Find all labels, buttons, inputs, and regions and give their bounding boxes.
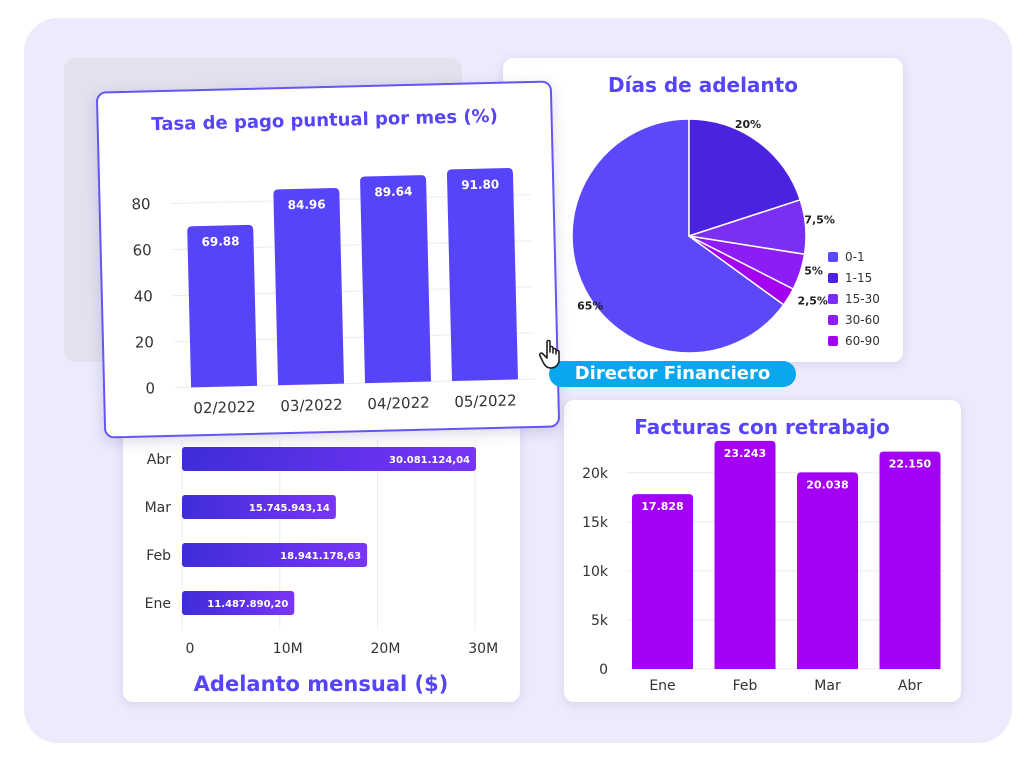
legend-label: 30-60 <box>845 313 880 327</box>
slice-value-label: 5% <box>804 264 823 277</box>
bar <box>187 224 258 388</box>
pie-slice <box>688 235 795 306</box>
y-tick-label: Mar <box>145 500 172 516</box>
bar <box>360 175 432 384</box>
slice-value-label: 2,5% <box>797 294 828 307</box>
bar-value-label: 89.64 <box>374 184 412 199</box>
bar-value-label: 17.828 <box>641 500 683 513</box>
tasa-card: Tasa de pago puntual por mes (%) 0 20 40 60 8… <box>95 80 561 439</box>
x-tick-label: 0 <box>186 641 195 657</box>
bar <box>446 168 518 382</box>
y-tick-label: 10k <box>582 564 609 580</box>
legend-label: 60-90 <box>845 334 880 348</box>
x-tick-label: Abr <box>898 678 922 694</box>
bar <box>632 494 693 669</box>
bar <box>182 543 368 567</box>
y-tick-label: 40 <box>134 287 154 305</box>
bar <box>182 495 336 519</box>
bar <box>182 591 295 615</box>
bar-value-label: 30.081.124,04 <box>389 455 470 466</box>
y-tick-label: 0 <box>145 379 155 397</box>
x-tick-label: 30M <box>468 641 498 657</box>
bar <box>879 451 941 669</box>
legend-label: 1-15 <box>845 271 872 285</box>
bar-value-label: 11.487.890,20 <box>207 599 288 610</box>
bar-value-label: 23.243 <box>724 447 766 460</box>
bar-value-label: 91.80 <box>461 177 499 192</box>
pie-slice <box>688 118 802 238</box>
pie-slice <box>571 118 785 354</box>
x-tick-label: Mar <box>814 678 841 694</box>
facturas-chart: Facturas con retrabajo 0 5k 10k 15k 20k 17.828… <box>582 415 944 694</box>
y-tick-label: 0 <box>599 662 608 678</box>
bar <box>797 472 858 669</box>
hand-pointer-icon <box>538 339 560 369</box>
bar-value-label: 69.88 <box>201 234 239 249</box>
x-tick-label: Ene <box>649 678 675 694</box>
x-tick-label: 20M <box>371 641 401 657</box>
dias-chart: Días de adelanto 65% 20% 7,5% 5% 2,5% 0-1 1-15 1… <box>571 73 880 354</box>
legend-swatch <box>828 294 838 304</box>
legend-swatch <box>828 252 838 262</box>
bar-value-label: 15.745.943,14 <box>249 503 330 514</box>
legend-label: 15-30 <box>845 292 880 306</box>
chart-title: Días de adelanto <box>608 73 798 97</box>
bar-value-label: 84.96 <box>288 197 326 212</box>
y-tick-label: Abr <box>147 452 171 468</box>
facturas-card: Facturas con retrabajo 0 5k 10k 15k 20k 17.828… <box>564 400 961 702</box>
x-tick-label: 03/2022 <box>280 396 343 416</box>
chart-title: Facturas con retrabajo <box>634 415 889 439</box>
y-tick-label: 60 <box>132 241 152 259</box>
role-badge: Director Financiero <box>549 361 796 387</box>
x-tick-label: 02/2022 <box>193 398 256 418</box>
bar <box>714 440 776 669</box>
legend-swatch <box>828 336 838 346</box>
y-tick-label: 15k <box>582 515 609 531</box>
x-tick-label: 10M <box>273 641 303 657</box>
slice-value-label: 65% <box>577 299 603 312</box>
bar <box>273 188 345 386</box>
bar-value-label: 22.150 <box>889 458 932 471</box>
chart-title: Tasa de pago puntual por mes (%) <box>151 106 498 135</box>
bar-value-label: 20.038 <box>806 478 848 491</box>
y-tick-label: 5k <box>591 613 609 629</box>
legend-swatch <box>828 273 838 283</box>
slice-value-label: 20% <box>735 118 761 131</box>
x-tick-label: 05/2022 <box>454 391 517 411</box>
bar-value-label: 18.941.178,63 <box>280 551 361 562</box>
bar <box>182 447 477 471</box>
chart-title: Adelanto mensual ($) <box>194 672 449 696</box>
legend-label: 0-1 <box>845 250 865 264</box>
dias-card: Días de adelanto 65% 20% 7,5% 5% 2,5% 0-1 1-15 1… <box>503 58 903 362</box>
y-tick-label: 20k <box>582 466 609 482</box>
adelanto-card: 0 10M 20M 30M 30.081.124,04 Abr 15.745.943,14 M… <box>123 400 520 702</box>
y-tick-label: 20 <box>135 333 155 351</box>
legend-swatch <box>828 315 838 325</box>
y-tick-label: 80 <box>131 195 151 213</box>
tasa-chart: Tasa de pago puntual por mes (%) 0 20 40 60 8… <box>131 106 535 418</box>
y-tick-label: Feb <box>146 548 171 564</box>
adelanto-chart: 0 10M 20M 30M 30.081.124,04 Abr 15.745.943,14 M… <box>145 440 498 696</box>
slice-value-label: 7,5% <box>804 214 835 227</box>
y-tick-label: Ene <box>145 596 171 612</box>
x-tick-label: 04/2022 <box>367 394 430 414</box>
x-tick-label: Feb <box>733 678 758 694</box>
